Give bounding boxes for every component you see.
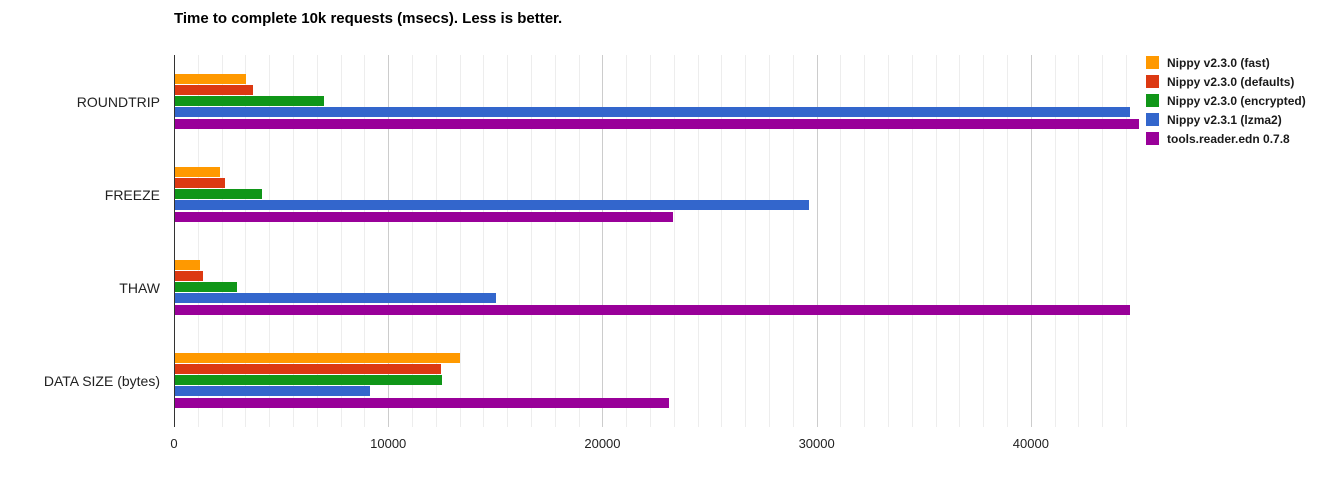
minor-gridline	[269, 55, 271, 427]
x-tick-label: 0	[170, 436, 178, 451]
minor-gridline	[888, 55, 890, 427]
legend-label: Nippy v2.3.0 (encrypted)	[1167, 93, 1306, 108]
legend-item: tools.reader.edn 0.7.8	[1146, 131, 1306, 146]
minor-gridline	[697, 55, 699, 427]
minor-gridline	[221, 55, 223, 427]
bar[interactable]	[175, 397, 669, 408]
major-gridline	[1030, 55, 1032, 427]
minor-gridline	[316, 55, 318, 427]
legend-item: Nippy v2.3.0 (encrypted)	[1146, 93, 1306, 108]
bar[interactable]	[175, 211, 674, 222]
legend-item: Nippy v2.3.1 (lzma2)	[1146, 112, 1306, 127]
legend-item: Nippy v2.3.0 (fast)	[1146, 55, 1306, 70]
minor-gridline	[483, 55, 485, 427]
minor-gridline	[745, 55, 747, 427]
bar[interactable]	[175, 352, 460, 363]
minor-gridline	[531, 55, 533, 427]
legend-swatch	[1146, 94, 1159, 107]
bar[interactable]	[175, 270, 203, 281]
minor-gridline	[792, 55, 794, 427]
bar[interactable]	[175, 282, 238, 293]
legend-swatch	[1146, 132, 1159, 145]
minor-gridline	[840, 55, 842, 427]
minor-gridline	[673, 55, 675, 427]
minor-gridline	[507, 55, 509, 427]
legend-label: tools.reader.edn 0.7.8	[1167, 131, 1290, 146]
bar[interactable]	[175, 73, 246, 84]
plot-area	[174, 55, 1139, 427]
major-gridline	[816, 55, 818, 427]
minor-gridline	[1102, 55, 1104, 427]
major-gridline	[388, 55, 390, 427]
category-label: DATA SIZE (bytes)	[43, 372, 160, 389]
category-label: THAW	[119, 279, 160, 296]
category-axis: ROUNDTRIP FREEZE THAW DATA SIZE (bytes)	[0, 55, 160, 427]
minor-gridline	[983, 55, 985, 427]
major-gridline	[602, 55, 604, 427]
minor-gridline	[459, 55, 461, 427]
minor-gridline	[650, 55, 652, 427]
category-label: FREEZE	[104, 186, 160, 203]
bar[interactable]	[175, 118, 1139, 129]
legend-label: Nippy v2.3.1 (lzma2)	[1167, 112, 1282, 127]
x-tick-label: 10000	[370, 436, 407, 451]
minor-gridline	[293, 55, 294, 427]
minor-gridline	[412, 55, 414, 427]
x-axis: 0 10000 20000 30000 40000	[170, 436, 1138, 456]
minor-gridline	[911, 55, 913, 427]
bar[interactable]	[175, 259, 200, 270]
bar[interactable]	[175, 177, 226, 188]
legend: Nippy v2.3.0 (fast) Nippy v2.3.0 (default…	[1146, 55, 1306, 146]
legend-label: Nippy v2.3.0 (fast)	[1167, 55, 1270, 70]
bar[interactable]	[175, 386, 370, 397]
legend-swatch	[1146, 56, 1159, 69]
bar[interactable]	[175, 84, 254, 95]
bar[interactable]	[175, 96, 324, 107]
minor-gridline	[1126, 55, 1128, 427]
minor-gridline	[197, 55, 199, 427]
minor-gridline	[364, 55, 366, 427]
minor-gridline	[554, 55, 556, 427]
y-axis-line	[174, 55, 175, 427]
minor-gridline	[935, 55, 937, 427]
legend-item: Nippy v2.3.0 (defaults)	[1146, 74, 1306, 89]
minor-gridline	[435, 55, 437, 427]
bar[interactable]	[175, 189, 262, 200]
minor-gridline	[1007, 55, 1009, 427]
legend-swatch	[1146, 113, 1159, 126]
bar[interactable]	[175, 107, 1131, 118]
minor-gridline	[769, 55, 771, 427]
minor-gridline	[245, 55, 247, 427]
minor-gridline	[1054, 55, 1056, 427]
x-tick-label: 20000	[584, 436, 621, 451]
bar[interactable]	[175, 375, 442, 386]
bar[interactable]	[175, 200, 810, 211]
x-tick-label: 30000	[798, 436, 835, 451]
legend-swatch	[1146, 75, 1159, 88]
minor-gridline	[959, 55, 961, 427]
minor-gridline	[626, 55, 628, 427]
category-label: ROUNDTRIP	[76, 93, 160, 110]
minor-gridline	[578, 55, 580, 427]
bar[interactable]	[175, 304, 1131, 315]
bar[interactable]	[175, 166, 220, 177]
bar[interactable]	[175, 363, 441, 374]
x-tick-label: 40000	[1012, 436, 1049, 451]
bar[interactable]	[175, 293, 497, 304]
minor-gridline	[340, 55, 342, 427]
minor-gridline	[721, 55, 723, 427]
minor-gridline	[864, 55, 866, 427]
chart-title: Time to complete 10k requests (msecs). L…	[174, 10, 563, 27]
legend-label: Nippy v2.3.0 (defaults)	[1167, 74, 1295, 89]
minor-gridline	[1078, 55, 1080, 427]
